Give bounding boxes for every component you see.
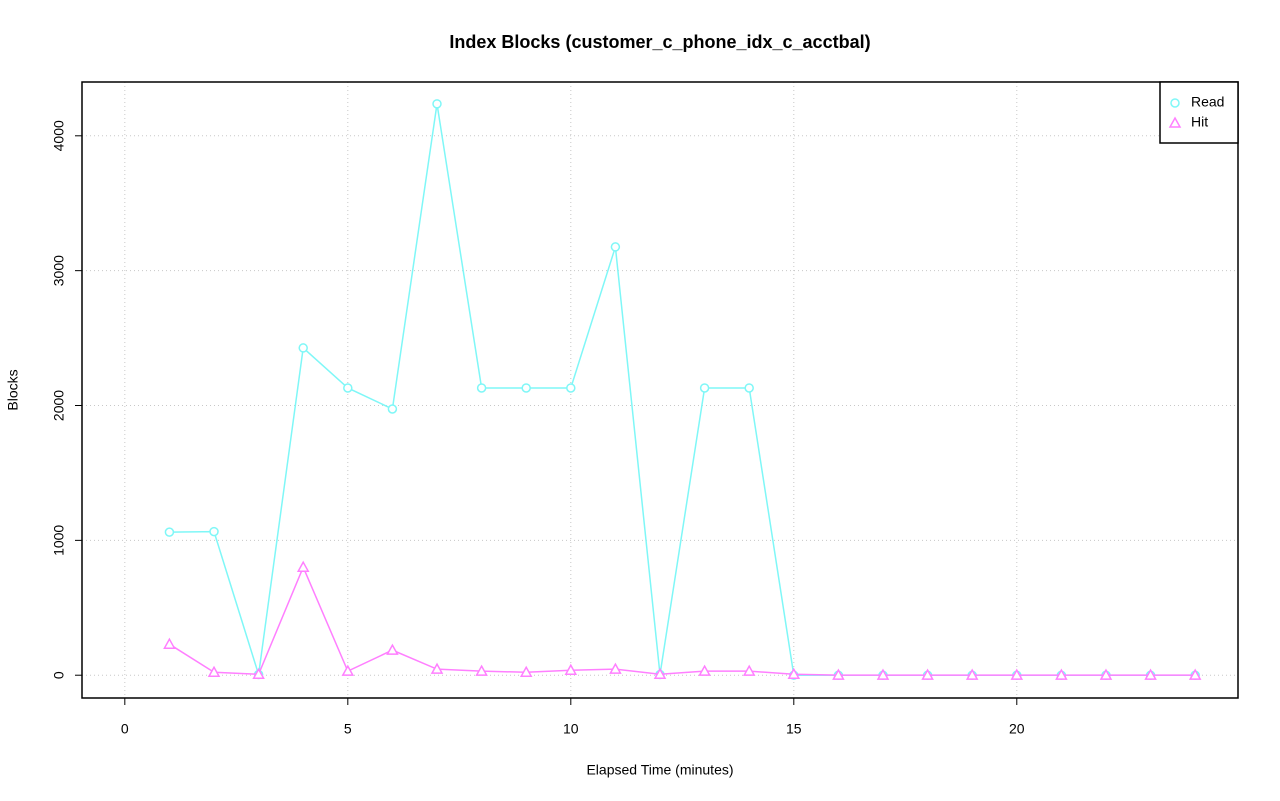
y-tick-label: 4000	[51, 120, 67, 151]
x-tick-label: 0	[121, 721, 129, 737]
point	[298, 343, 308, 353]
point	[207, 665, 221, 677]
x-tick-label: 15	[786, 721, 802, 737]
legend-label: Hit	[1191, 114, 1208, 130]
point	[432, 99, 442, 109]
point	[519, 665, 533, 677]
point	[698, 664, 711, 676]
y-axis-label: Blocks	[5, 369, 21, 410]
point	[296, 560, 310, 572]
point	[653, 667, 667, 680]
point	[476, 383, 487, 393]
point	[387, 404, 398, 414]
point	[610, 242, 621, 252]
x-tick-label: 10	[563, 721, 579, 737]
chart-title: Index Blocks (customer_c_phone_idx_c_acc…	[449, 32, 870, 52]
legend-frame	[1159, 81, 1239, 144]
point	[209, 526, 219, 537]
x-tick-label: 20	[1009, 721, 1025, 737]
y-tick-label: 0	[51, 671, 67, 679]
point	[965, 668, 979, 680]
point	[921, 668, 934, 680]
point	[699, 383, 710, 393]
point	[343, 383, 353, 393]
point	[1010, 668, 1024, 680]
point	[341, 664, 355, 676]
line	[169, 103, 1196, 676]
point	[787, 667, 801, 680]
point	[164, 527, 175, 537]
point	[386, 643, 399, 655]
point	[744, 383, 754, 393]
point	[564, 663, 578, 675]
point	[475, 664, 488, 676]
point	[521, 383, 531, 393]
point	[1055, 668, 1068, 680]
line	[169, 565, 1196, 676]
point	[609, 662, 622, 674]
point	[832, 668, 845, 680]
point	[876, 668, 890, 680]
point	[742, 664, 756, 676]
legend-label: Read	[1191, 94, 1224, 110]
point	[1144, 668, 1157, 680]
point	[163, 637, 176, 649]
point	[252, 667, 265, 680]
legend-marker	[1170, 98, 1180, 108]
legend-marker	[1168, 116, 1182, 128]
point	[1099, 668, 1113, 680]
plot-frame	[81, 81, 1239, 699]
point	[430, 662, 444, 674]
y-tick-label: 3000	[51, 255, 67, 286]
point	[566, 383, 576, 393]
point	[1188, 668, 1202, 680]
y-tick-label: 1000	[51, 525, 67, 556]
x-axis-label: Elapsed Time (minutes)	[586, 762, 733, 778]
y-tick-label: 2000	[51, 390, 67, 421]
x-tick-label: 5	[344, 721, 352, 737]
